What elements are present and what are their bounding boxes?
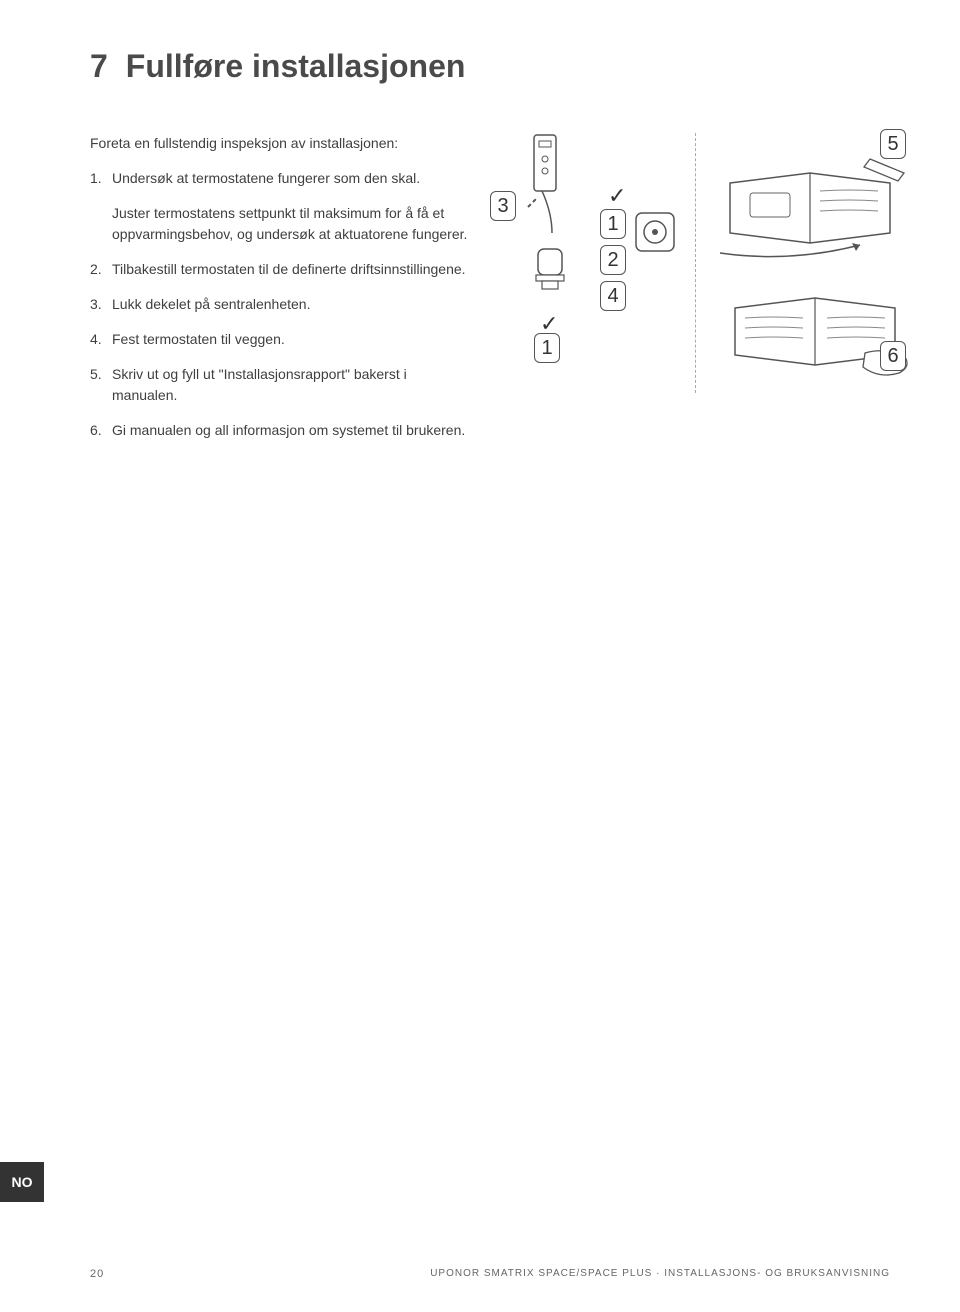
steps-list: 1.Undersøk at termostatene fungerer som …	[90, 168, 470, 189]
callout-3: 3	[490, 191, 516, 221]
language-tab: NO	[0, 1162, 44, 1202]
step-text: Skriv ut og fyll ut "Installasjonsrappor…	[112, 364, 470, 406]
step-text: Tilbakestill termostaten til de definert…	[112, 259, 466, 280]
callout-4: 4	[600, 281, 626, 311]
step-number: 5.	[90, 364, 112, 406]
callout-6: 6	[880, 341, 906, 371]
chapter-number: 7	[90, 48, 108, 84]
check-icon: ✓	[608, 183, 626, 209]
page-footer: 20 UPONOR SMATRIX SPACE/SPACE PLUS · INS…	[90, 1268, 890, 1280]
divider-line	[695, 133, 696, 393]
thermostat-icon	[634, 211, 676, 253]
page-number: 20	[90, 1268, 104, 1280]
footer-doc-title: UPONOR SMATRIX SPACE/SPACE PLUS · INSTAL…	[430, 1268, 890, 1280]
step-number: 3.	[90, 294, 112, 315]
step-text: Gi manualen og all informasjon om system…	[112, 420, 465, 441]
callout-1a: 1	[534, 333, 560, 363]
chapter-title: Fullføre installasjonen	[126, 48, 466, 84]
step-text: Lukk dekelet på sentralenheten.	[112, 294, 310, 315]
step-number: 6.	[90, 420, 112, 441]
instruction-text: Foreta en fullstendig inspeksjon av inst…	[90, 133, 470, 455]
callout-2: 2	[600, 245, 626, 275]
page-heading: 7 Fullføre installasjonen	[90, 48, 890, 85]
step-number: 2.	[90, 259, 112, 280]
callout-1b: 1	[600, 209, 626, 239]
step-number: 1.	[90, 168, 112, 189]
manual-write-icon	[710, 153, 910, 263]
step-text: Fest termostaten til veggen.	[112, 329, 285, 350]
step-subtext: Juster termostatens settpunkt til maksim…	[112, 203, 470, 245]
illustration-area: 3 ✓ 1 ✓ 1 2 4	[490, 133, 890, 413]
intro-text: Foreta en fullstendig inspeksjon av inst…	[90, 133, 470, 154]
controller-icon	[524, 133, 574, 253]
steps-list-cont: 2.Tilbakestill termostaten til de define…	[90, 259, 470, 441]
step-text: Undersøk at termostatene fungerer som de…	[112, 168, 420, 189]
actuator-icon	[530, 243, 570, 293]
step-number: 4.	[90, 329, 112, 350]
